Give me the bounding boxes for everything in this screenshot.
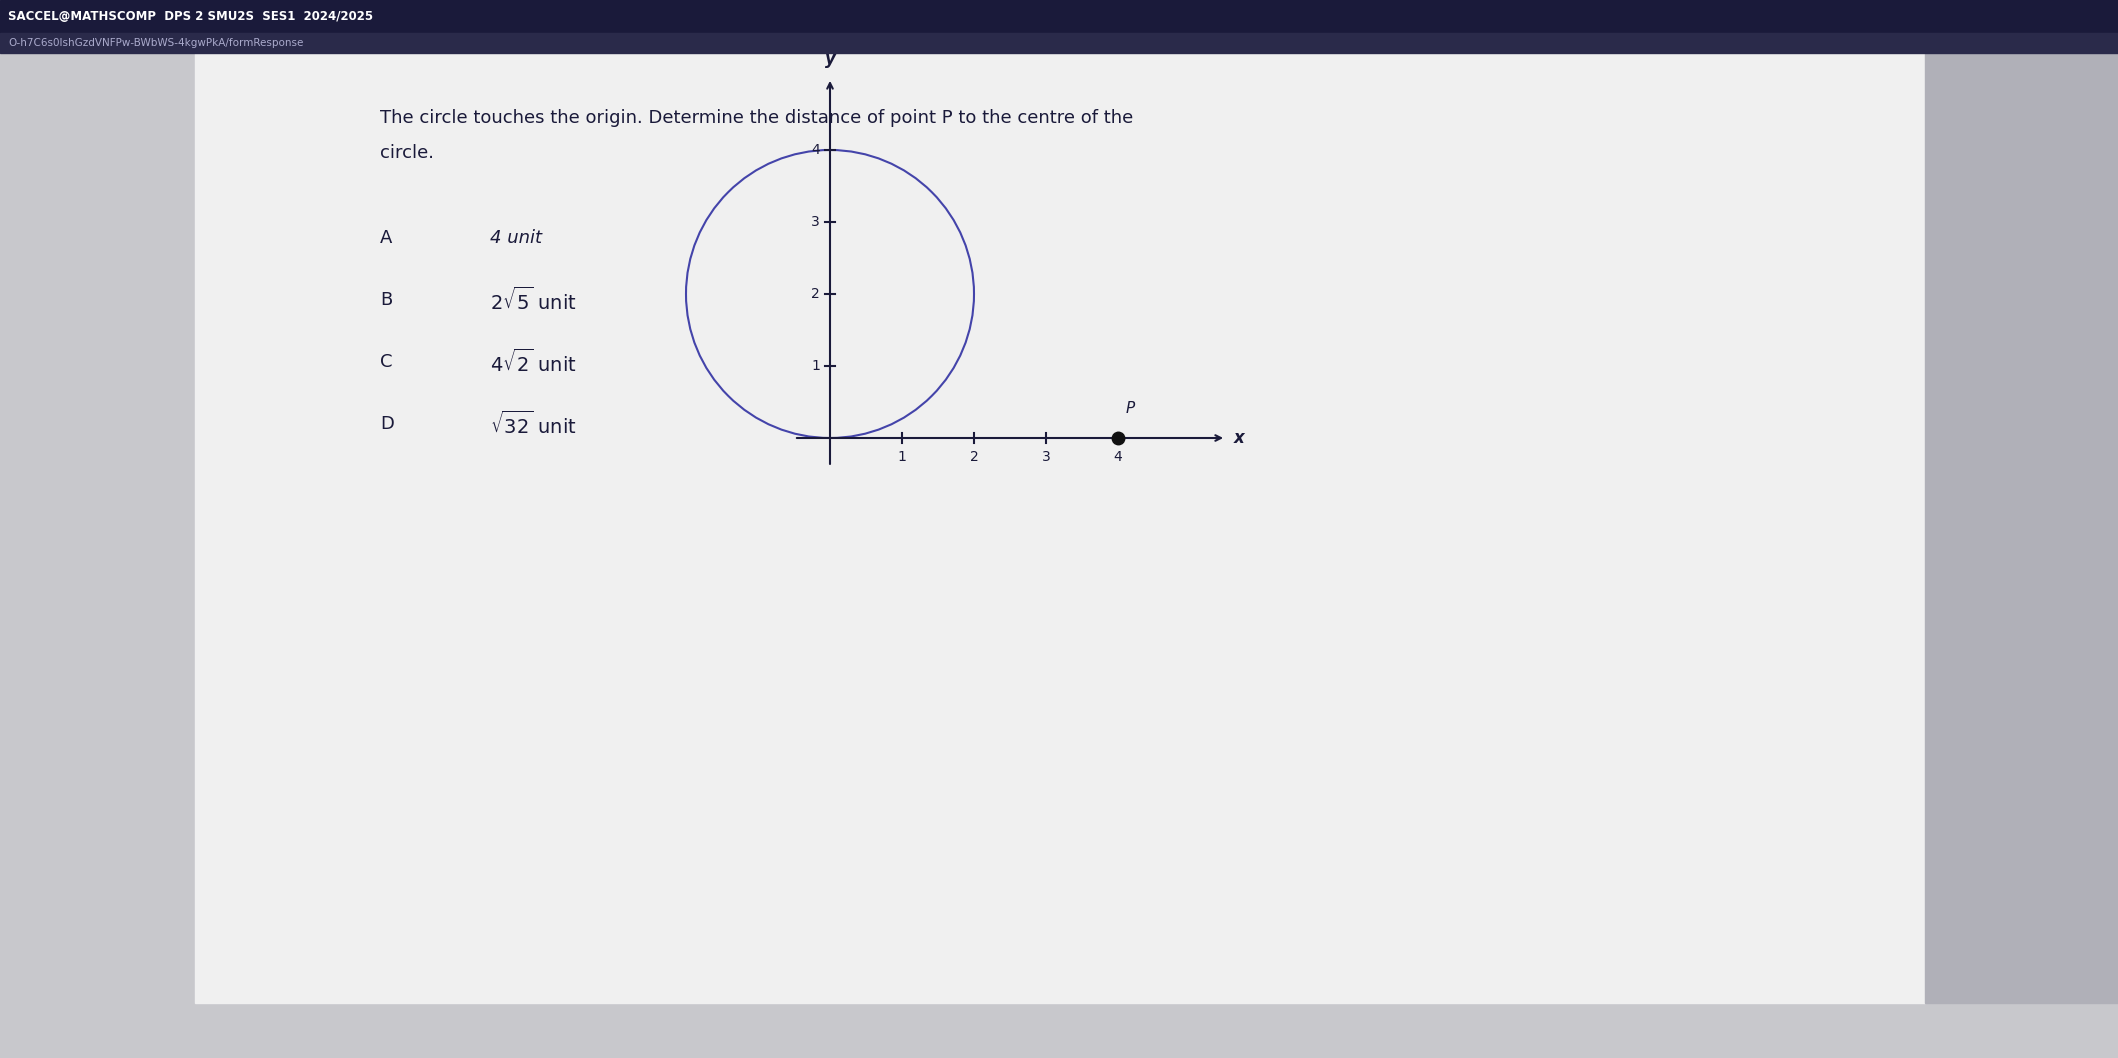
Text: 4: 4 [811, 143, 820, 157]
Text: D: D [379, 415, 394, 433]
Text: P: P [1127, 401, 1135, 416]
Text: A: A [379, 229, 392, 247]
Text: The circle touches the origin. Determine the distance of point P to the centre o: The circle touches the origin. Determine… [379, 109, 1133, 127]
Text: 1: 1 [811, 359, 820, 373]
Text: circle.: circle. [379, 144, 434, 162]
Text: C: C [379, 353, 392, 371]
Text: $4\sqrt{2}$ unit: $4\sqrt{2}$ unit [489, 348, 576, 376]
Text: 2: 2 [811, 287, 820, 300]
Text: 3: 3 [1042, 450, 1051, 464]
Bar [0, 33, 2118, 53]
Text: B: B [379, 291, 392, 309]
Text: y: y [824, 51, 834, 69]
Text: x: x [1233, 428, 1243, 446]
Bar [1925, 53, 2118, 1003]
Text: O-h7C6s0lshGzdVNFPw-BWbWS-4kgwPkA/formResponse: O-h7C6s0lshGzdVNFPw-BWbWS-4kgwPkA/formRe… [8, 38, 303, 48]
Text: $\sqrt{32}$ unit: $\sqrt{32}$ unit [489, 411, 576, 438]
Text: 1: 1 [898, 450, 907, 464]
Text: $2\sqrt{5}$ unit: $2\sqrt{5}$ unit [489, 287, 576, 313]
Bar [0, 0, 2118, 33]
Text: 2: 2 [970, 450, 979, 464]
Text: 4 unit: 4 unit [489, 229, 542, 247]
Text: SACCEL@MATHSCOMP  DPS 2 SMU2S  SES1  2024/2025: SACCEL@MATHSCOMP DPS 2 SMU2S SES1 2024/2… [8, 11, 373, 23]
Text: 3: 3 [811, 215, 820, 229]
Bar [195, 53, 1925, 1003]
Text: 4: 4 [1114, 450, 1123, 464]
